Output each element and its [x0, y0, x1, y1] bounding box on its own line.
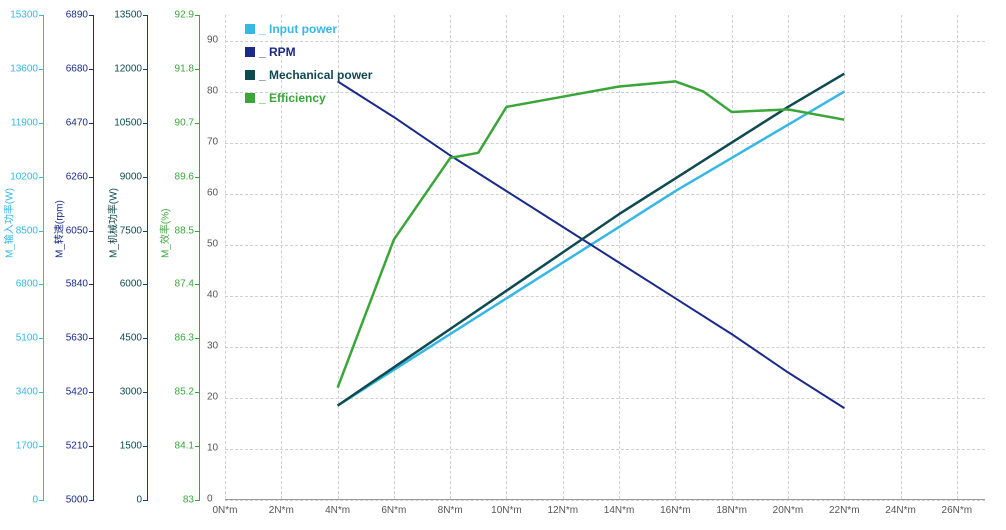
y-tick-label: 60: [207, 187, 218, 198]
chart-legend: _ Input power _ RPM _ Mechanical power _ Ef…: [245, 22, 372, 114]
x-tick-label: 6N*m: [381, 505, 406, 516]
y-tick: 89.6: [175, 171, 194, 182]
legend-label: _ Efficiency: [259, 91, 326, 105]
legend-label: _ Mechanical power: [259, 68, 372, 82]
x-tick-label: 14N*m: [604, 505, 635, 516]
x-tick-label: 0N*m: [212, 505, 237, 516]
y-tick: 92.9: [175, 10, 194, 21]
legend-item: _ RPM: [245, 45, 372, 59]
y-tick-label: 0: [207, 494, 213, 505]
y-tick-label: 50: [207, 238, 218, 249]
grid-horizontal: [225, 500, 985, 501]
legend-label: _ Input power: [259, 22, 337, 36]
x-tick-label: 24N*m: [885, 505, 916, 516]
legend-label: _ RPM: [259, 45, 296, 59]
x-tick-label: 2N*m: [269, 505, 294, 516]
y-tick-label: 10: [207, 442, 218, 453]
y-tick: 90.7: [175, 117, 194, 128]
legend-swatch: [245, 24, 255, 34]
legend-item: _ Efficiency: [245, 91, 372, 105]
legend-swatch: [245, 93, 255, 103]
y-tick-label: 80: [207, 85, 218, 96]
y-tick-label: 20: [207, 391, 218, 402]
series-rpm: [338, 81, 845, 408]
legend-item: _ Mechanical power: [245, 68, 372, 82]
x-tick-label: 22N*m: [829, 505, 860, 516]
y-tick: 91.8: [175, 63, 194, 74]
x-tick-label: 12N*m: [547, 505, 578, 516]
legend-swatch: [245, 70, 255, 80]
y-tick: 85.2: [175, 387, 194, 398]
y-tick: 86.3: [175, 333, 194, 344]
x-tick-label: 18N*m: [716, 505, 747, 516]
y-tick: 87.4: [175, 279, 194, 290]
y-axis-efficiency: M_效率(%)8384.185.286.387.488.589.690.791.…: [0, 15, 200, 500]
y-axis-label: M_效率(%): [157, 208, 172, 257]
series-mech_power: [338, 74, 845, 406]
legend-item: _ Input power: [245, 22, 372, 36]
x-tick-label: 8N*m: [438, 505, 463, 516]
y-tick-label: 30: [207, 340, 218, 351]
x-tick-label: 4N*m: [325, 505, 350, 516]
y-tick: 84.1: [175, 441, 194, 452]
y-tick: 83: [183, 495, 194, 506]
y-tick-label: 40: [207, 289, 218, 300]
x-tick-label: 26N*m: [942, 505, 973, 516]
y-tick-label: 70: [207, 136, 218, 147]
x-tick-label: 20N*m: [773, 505, 804, 516]
y-tick-label: 90: [207, 34, 218, 45]
legend-swatch: [245, 47, 255, 57]
x-tick-label: 10N*m: [491, 505, 522, 516]
x-tick-label: 16N*m: [660, 505, 691, 516]
y-tick: 88.5: [175, 225, 194, 236]
